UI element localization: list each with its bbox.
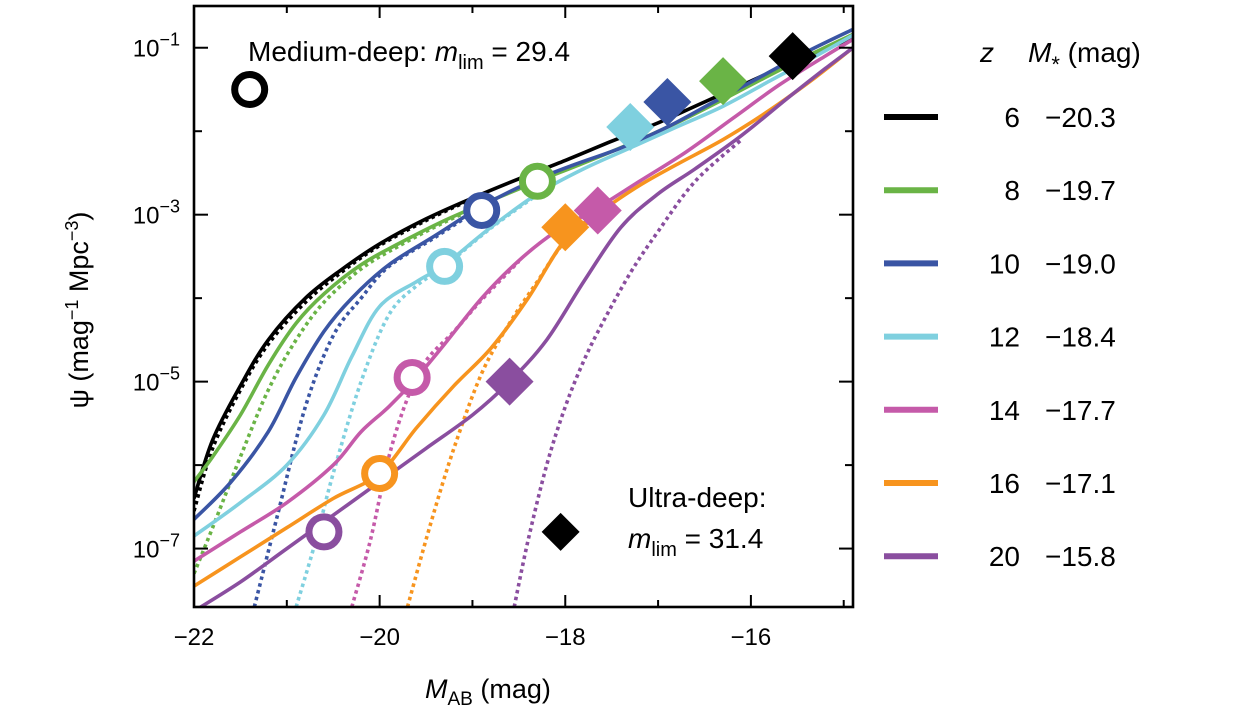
y-tick-label: 10−3 [133,197,180,230]
legend-header-mstar: M* (mag) [1028,37,1141,77]
legend-entry: 12 −18.4 [884,322,1116,353]
legend-mstar-value: −19.7 [1045,175,1116,206]
series-z16-medium-deep-circle [361,454,399,492]
series-z14-solid-line [194,37,853,563]
annotation-markers [231,70,580,551]
legend-entry: 8 −19.7 [884,175,1116,206]
ultra-deep-diamond-marker [541,512,580,551]
legend-z-value: 12 [989,322,1020,353]
legend-header-z: z [979,37,994,68]
axis-ticks: −22 −20 −18 −16 10−1 10−3 10−5 10−7 [133,6,853,651]
medium-deep-circle-marker [231,70,269,108]
legend-z-value: 10 [989,248,1020,279]
legend-mstar-value: −17.7 [1045,395,1116,426]
series-z14-dotted-line [350,260,521,607]
x-tick-label: −22 [174,624,215,651]
legend-entry: 6 −20.3 [884,102,1116,133]
x-tick-label: −16 [731,624,772,651]
legend-mstar-value: −19.0 [1045,248,1116,279]
y-axis-label: ψ (mag−1 Mpc−3) [62,212,94,409]
series-z10-ultra-deep-diamond [643,77,692,126]
legend-entry: 16 −17.1 [884,468,1116,499]
x-axis-label: MAB (mag) [425,674,551,709]
series-z8-dotted-line [194,199,492,575]
series-z6-solid-line [194,36,853,500]
series-z12-solid-line [194,33,853,538]
legend-entry: 20 −15.8 [884,541,1116,572]
plot-frame [192,4,855,609]
series-z16-solid-line [194,46,853,588]
y-tick-label: 10−1 [133,30,180,63]
legend-z-value: 8 [1004,175,1020,206]
legend-mstar-value: −15.8 [1045,541,1116,572]
series-z14-ultra-deep-diamond [573,186,622,235]
legend-entry: 10 −19.0 [884,248,1116,279]
series-z16-ultra-deep-diamond [541,203,590,252]
legend-z-value: 20 [989,541,1020,572]
series-markers [305,32,817,551]
legend-z-value: 16 [989,468,1020,499]
series-z20-ultra-deep-diamond [485,357,534,406]
series-z20-medium-deep-circle [305,513,343,551]
legend-mstar-value: −18.4 [1045,322,1116,353]
series-z14-medium-deep-circle [393,358,431,396]
legend-mstar-value: −20.3 [1045,102,1116,133]
series-z8-ultra-deep-diamond [699,57,748,106]
legend-mstar-value: −17.1 [1045,468,1116,499]
medium-deep-label: Medium-deep: mlim = 29.4 [248,36,570,74]
y-tick-label: 10−7 [133,531,180,564]
series-z12-medium-deep-circle [426,247,464,285]
x-tick-label: −18 [545,624,586,651]
series-z6-ultra-deep-diamond [768,32,817,81]
x-tick-label: −20 [359,624,400,651]
series-z10-medium-deep-circle [463,192,501,230]
legend-entry: 14 −17.7 [884,395,1116,426]
series-z6-dotted-line [194,197,474,512]
y-tick-label: 10−5 [133,364,180,397]
legend-z-value: 14 [989,395,1020,426]
series-z12-dotted-line [294,193,539,607]
legend: z M* (mag) 6 −20.38 −19.710 −19.012 −18.414−… [884,37,1141,572]
ultra-deep-label-line1: Ultra-deep: [628,482,767,513]
legend-z-value: 6 [1004,102,1020,133]
ultra-deep-label-line2: mlim = 31.4 [628,523,763,561]
series-z12-ultra-deep-diamond [606,103,655,152]
series-z8-medium-deep-circle [518,162,556,200]
